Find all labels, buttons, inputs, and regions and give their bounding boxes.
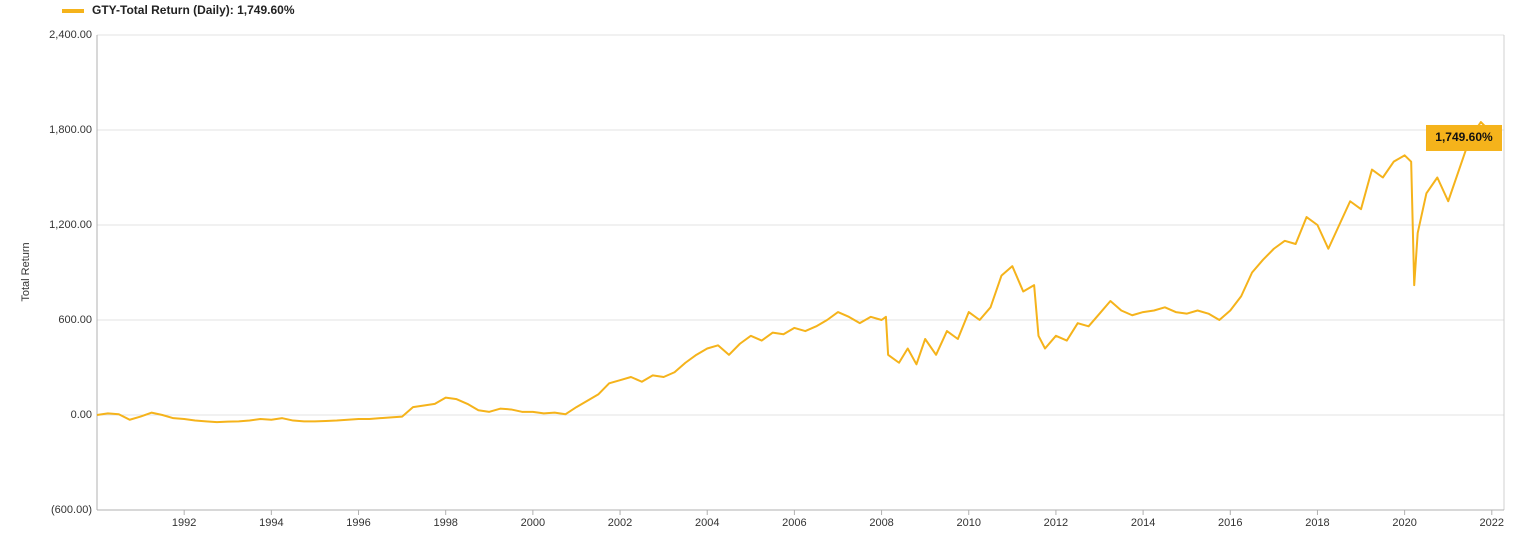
- x-tick-label: 2012: [1044, 517, 1068, 529]
- y-axis-title: Total Return: [20, 242, 32, 301]
- x-tick-label: 2010: [957, 517, 981, 529]
- y-tick-label: 600.00: [58, 314, 92, 326]
- x-tick-label: 1996: [346, 517, 370, 529]
- y-tick-label: (600.00): [51, 504, 92, 516]
- x-tick-label: 2020: [1392, 517, 1416, 529]
- x-tick-label: 1992: [172, 517, 196, 529]
- x-tick-label: 2000: [521, 517, 545, 529]
- x-tick-label: 1994: [259, 517, 283, 529]
- end-label-box: [1426, 124, 1502, 151]
- x-tick-label: 2004: [695, 517, 719, 529]
- x-tick-label: 2008: [869, 517, 893, 529]
- x-tick-label: 2002: [608, 517, 632, 529]
- y-tick-label: 1,800.00: [49, 124, 92, 136]
- y-tick-label: 1,200.00: [49, 219, 92, 231]
- x-tick-label: 2006: [782, 517, 806, 529]
- y-tick-label: 2,400.00: [49, 29, 92, 41]
- y-tick-label: 0.00: [71, 409, 92, 421]
- legend-label: GTY-Total Return (Daily): 1,749.60%: [92, 3, 295, 17]
- x-tick-label: 2022: [1480, 517, 1504, 529]
- end-label: 1,749.60%: [1435, 130, 1493, 144]
- x-tick-label: 2014: [1131, 517, 1155, 529]
- line-series: [96, 121, 1501, 424]
- legend-swatch: [62, 9, 84, 13]
- x-tick-label: 2016: [1218, 517, 1242, 529]
- x-tick-label: 2018: [1305, 517, 1329, 529]
- x-tick-label: 1998: [433, 517, 457, 529]
